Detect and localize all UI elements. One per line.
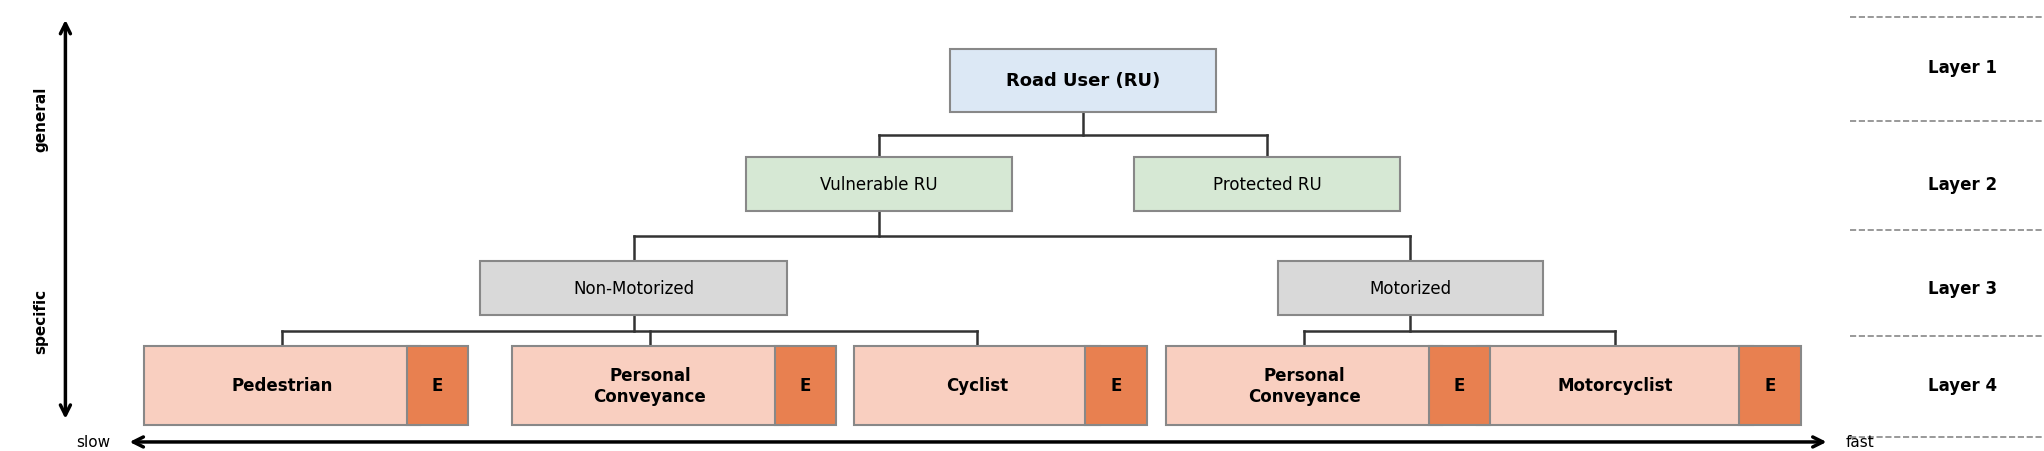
Text: fast: fast [1846,434,1874,450]
Text: Road User (RU): Road User (RU) [1006,72,1161,90]
Text: Personal
Conveyance: Personal Conveyance [593,366,707,405]
Text: E: E [1764,377,1776,395]
FancyBboxPatch shape [950,50,1216,113]
FancyBboxPatch shape [1739,346,1801,425]
FancyBboxPatch shape [1429,346,1490,425]
FancyBboxPatch shape [407,346,468,425]
FancyBboxPatch shape [1165,346,1443,425]
FancyBboxPatch shape [480,262,787,316]
FancyBboxPatch shape [1085,346,1147,425]
Text: Layer 4: Layer 4 [1927,377,1997,395]
Text: Layer 2: Layer 2 [1927,176,1997,194]
Text: slow: slow [76,434,110,450]
FancyBboxPatch shape [1278,262,1543,316]
FancyBboxPatch shape [854,346,1100,425]
FancyBboxPatch shape [1476,346,1754,425]
Text: Motorized: Motorized [1369,280,1451,298]
Text: Protected RU: Protected RU [1212,176,1322,194]
Text: specific: specific [33,288,49,353]
Text: Vulnerable RU: Vulnerable RU [820,176,938,194]
Text: E: E [799,377,811,395]
Text: Non-Motorized: Non-Motorized [572,280,695,298]
FancyBboxPatch shape [1134,158,1400,212]
Text: Cyclist: Cyclist [946,377,1008,395]
FancyBboxPatch shape [511,346,789,425]
FancyBboxPatch shape [143,346,421,425]
Text: E: E [1110,377,1122,395]
FancyBboxPatch shape [746,158,1012,212]
FancyBboxPatch shape [775,346,836,425]
Text: general: general [33,86,49,152]
Text: Layer 3: Layer 3 [1927,280,1997,298]
Text: E: E [431,377,444,395]
Text: Personal
Conveyance: Personal Conveyance [1247,366,1361,405]
Text: Pedestrian: Pedestrian [231,377,333,395]
Text: Motorcyclist: Motorcyclist [1558,377,1672,395]
Text: E: E [1453,377,1466,395]
Text: Layer 1: Layer 1 [1927,59,1997,77]
